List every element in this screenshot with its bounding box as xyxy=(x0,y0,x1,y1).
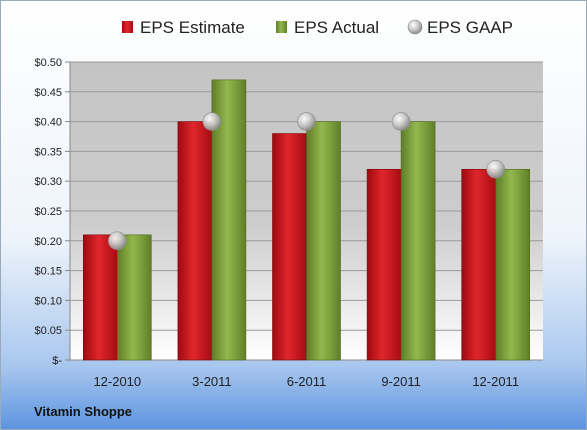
legend-gaap-swatch xyxy=(407,19,423,35)
y-tick-label: $0.15 xyxy=(34,266,62,278)
x-tick-label: 9-2011 xyxy=(381,374,421,389)
eps-estimate-bar xyxy=(272,133,307,361)
y-tick-label: $0.40 xyxy=(34,117,62,129)
eps-estimate-bar xyxy=(366,168,402,361)
eps-gaap-marker xyxy=(486,159,506,179)
eps-actual-bar xyxy=(306,121,341,361)
x-tick-label: 12-2010 xyxy=(93,374,141,389)
company-label: Vitamin Shoppe xyxy=(34,404,132,419)
eps-gaap-marker xyxy=(108,231,127,251)
y-axis-tick-labels: $- $0.05 $0.10 $0.15 $0.20 $0.25 $0.30 $0.35 $0.… xyxy=(34,57,62,367)
legend-actual-label: EPS Actual xyxy=(294,18,379,37)
eps-gaap-marker xyxy=(202,112,222,131)
eps-actual-bar xyxy=(117,234,152,361)
y-tick-label: $0.10 xyxy=(34,295,62,307)
eps-estimate-bar xyxy=(177,121,213,361)
eps-actual-bar xyxy=(495,168,531,361)
x-tick-label: 3-2011 xyxy=(192,374,232,389)
eps-gaap-marker xyxy=(297,112,316,131)
eps-estimate-bar xyxy=(83,234,118,361)
eps-actual-bar xyxy=(400,121,436,361)
eps-gaap-marker xyxy=(391,112,411,131)
gaap-markers xyxy=(108,112,506,251)
legend-estimate-swatch xyxy=(122,21,133,33)
y-tick-label: $0.20 xyxy=(34,236,62,248)
y-tick-label: $0.35 xyxy=(34,146,62,158)
y-tick-label: $0.30 xyxy=(34,176,62,188)
x-axis-tick-labels: 12-2010 3-2011 6-2011 9-2011 12-2011 xyxy=(93,374,519,389)
y-tick-label: $0.25 xyxy=(34,206,62,218)
y-tick-label: $- xyxy=(52,355,62,367)
x-tick-label: 12-2011 xyxy=(472,374,519,389)
legend-gaap-label: EPS GAAP xyxy=(427,18,513,37)
y-tick-label: $0.45 xyxy=(34,87,62,99)
legend-estimate-label: EPS Estimate xyxy=(140,18,245,37)
legend: EPS Estimate EPS Actual EPS GAAP xyxy=(122,18,513,37)
y-tick-label: $0.05 xyxy=(34,325,62,337)
y-tick-label: $0.50 xyxy=(34,57,62,69)
legend-actual-swatch xyxy=(276,21,287,33)
eps-estimate-bar xyxy=(461,168,497,361)
x-tick-label: 6-2011 xyxy=(287,374,327,389)
